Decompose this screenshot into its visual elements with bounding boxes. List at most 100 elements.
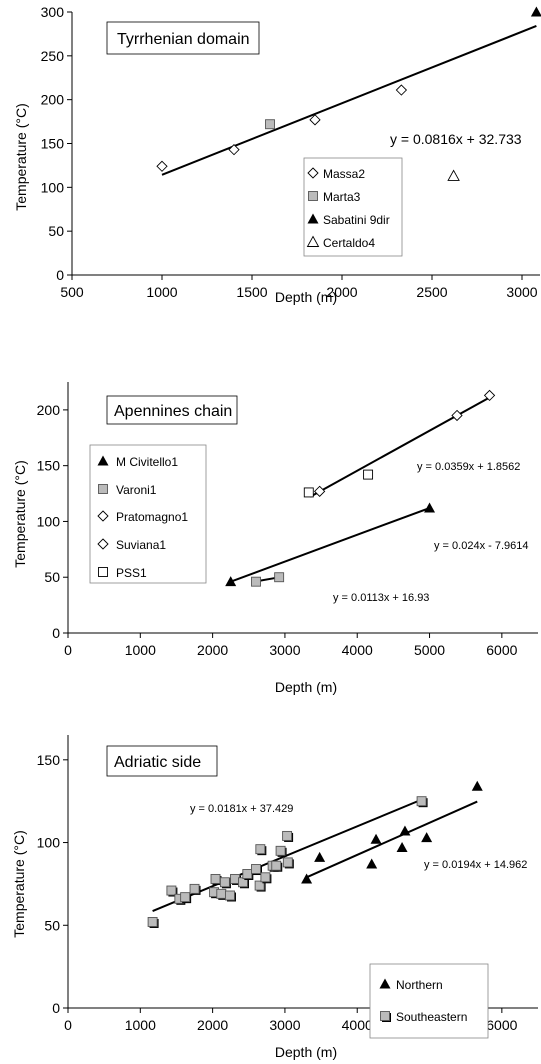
y-tick-label: 50	[44, 569, 60, 585]
x-tick-label: 3000	[506, 284, 537, 300]
chart-title: Tyrrhenian domain	[117, 31, 250, 48]
data-point	[370, 833, 382, 844]
x-tick-label: 500	[60, 284, 84, 300]
chart-title: Apennines chain	[114, 403, 232, 420]
y-axis-label: Temperature (°C)	[13, 103, 29, 211]
legend-label: Marta3	[323, 190, 361, 204]
y-tick-label: 200	[37, 402, 61, 418]
x-axis-label: Depth (m)	[275, 289, 337, 305]
data-point	[366, 858, 378, 869]
legend-marker	[380, 1011, 391, 1022]
data-point	[421, 832, 433, 843]
y-tick-label: 50	[48, 223, 64, 239]
legend: M Civitello1 Varoni1 Pratomagno1 Suviana…	[89, 444, 207, 584]
x-tick-label: 1000	[125, 1017, 156, 1033]
data-point	[471, 780, 483, 791]
data-point	[225, 890, 236, 902]
y-tick-label: 0	[52, 1000, 60, 1016]
trendline-equation: y = 0.0194x + 14.962	[424, 859, 527, 871]
x-tick-label: 2000	[326, 284, 357, 300]
legend: Northern Southeastern	[369, 963, 489, 1039]
data-point	[251, 864, 262, 876]
x-tick-label: 2000	[197, 642, 228, 658]
y-axis-label: Temperature (°C)	[12, 460, 28, 568]
data-point	[282, 830, 294, 842]
data-point	[251, 576, 261, 587]
y-tick-label: 0	[56, 267, 64, 283]
y-tick-label: 100	[37, 835, 61, 851]
y-tick-label: 100	[41, 179, 65, 195]
data-point	[210, 873, 222, 885]
trendline-equation: y = 0.024x - 7.9614	[434, 540, 528, 552]
data-point	[282, 857, 294, 869]
legend-label: Pratomagno1	[116, 510, 188, 524]
x-tick-label: 6000	[486, 642, 517, 658]
data-point	[451, 409, 463, 422]
legend-marker	[306, 235, 320, 247]
legend-label: Varoni1	[116, 483, 157, 497]
data-point	[189, 883, 201, 895]
legend-marker	[308, 191, 318, 201]
trendline	[230, 507, 430, 583]
legend-marker	[307, 213, 319, 224]
data-point	[156, 160, 168, 172]
legend-label: Southeastern	[396, 1010, 467, 1024]
data-point	[180, 892, 192, 904]
data-point	[309, 114, 321, 126]
data-point	[274, 572, 285, 583]
trendline-equation: y = 0.0816x + 32.733	[390, 131, 522, 147]
y-axis-label: Temperature (°C)	[11, 830, 27, 938]
x-tick-label: 1000	[146, 284, 177, 300]
data-point	[255, 844, 267, 856]
legend-label: PSS1	[116, 566, 147, 580]
trendline	[309, 396, 491, 498]
x-tick-label: 3000	[269, 642, 300, 658]
data-point	[395, 84, 408, 96]
data-point	[396, 842, 408, 853]
x-tick-label: 2500	[416, 284, 447, 300]
legend-marker	[97, 510, 109, 522]
data-point	[424, 502, 436, 513]
x-tick-label: 5000	[414, 642, 445, 658]
chart-title-box: Adriatic side	[106, 745, 218, 777]
chart-title: Adriatic side	[114, 754, 201, 771]
data-point	[447, 169, 460, 181]
data-point	[275, 845, 287, 857]
y-tick-label: 150	[37, 458, 61, 474]
legend-marker	[97, 455, 109, 466]
trendline-equation: y = 0.0181x + 37.429	[190, 803, 293, 815]
y-tick-label: 100	[37, 513, 61, 529]
legend-marker	[379, 978, 391, 989]
legend-label: Massa2	[323, 167, 365, 181]
data-point	[314, 851, 326, 862]
data-point	[271, 860, 283, 872]
data-point	[219, 877, 231, 889]
data-point	[416, 796, 428, 808]
trendline	[161, 25, 537, 176]
chart-title-box: Apennines chain	[106, 395, 238, 425]
data-point	[225, 576, 237, 587]
x-tick-label: 6000	[486, 1017, 517, 1033]
x-tick-label: 1000	[125, 642, 156, 658]
trendline	[306, 800, 478, 879]
data-point	[254, 880, 266, 892]
legend-marker	[307, 167, 319, 179]
trendline-equation: y = 0.0359x + 1.8562	[417, 461, 520, 473]
x-tick-label: 0	[64, 642, 72, 658]
data-point	[530, 6, 541, 17]
x-tick-label: 4000	[342, 642, 373, 658]
legend-label: M Civitello1	[116, 455, 178, 469]
y-tick-label: 50	[44, 917, 60, 933]
x-tick-label: 4000	[342, 1017, 373, 1033]
legend-marker	[97, 538, 109, 550]
legend-label: Suviana1	[116, 538, 166, 552]
x-tick-label: 3000	[269, 1017, 300, 1033]
data-point	[303, 487, 314, 498]
y-tick-label: 150	[37, 752, 61, 768]
data-point	[313, 485, 326, 497]
legend-marker	[98, 484, 108, 494]
chart-tyrrhenian: 500 1000 1500 2000 2500 3000 0 50 100 150 200 250 30…	[13, 4, 541, 305]
chart-title-box: Tyrrhenian domain	[106, 21, 260, 55]
data-point	[147, 917, 159, 928]
